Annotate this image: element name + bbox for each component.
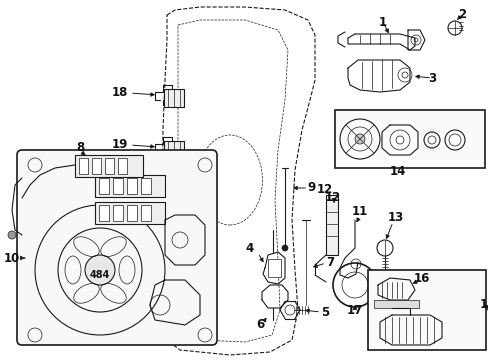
Text: 6: 6: [255, 319, 264, 332]
Circle shape: [8, 231, 16, 239]
Text: 2: 2: [457, 9, 465, 22]
Bar: [99, 205, 109, 221]
Bar: [141, 205, 151, 221]
Text: 18: 18: [112, 86, 128, 99]
Bar: [127, 178, 137, 194]
Text: 14: 14: [389, 166, 406, 179]
Bar: [118, 158, 127, 174]
Bar: [127, 205, 137, 221]
Bar: [75, 155, 142, 177]
Bar: [113, 178, 123, 194]
Text: 5: 5: [320, 306, 328, 319]
Bar: [95, 202, 164, 224]
Bar: [334, 110, 484, 168]
Text: 4: 4: [245, 242, 254, 255]
Circle shape: [354, 134, 364, 144]
Bar: [325, 195, 337, 255]
Bar: [95, 175, 164, 197]
Text: 16: 16: [413, 271, 429, 284]
Bar: [99, 178, 109, 194]
Bar: [163, 141, 183, 159]
Text: 12: 12: [316, 184, 332, 197]
Bar: [92, 158, 101, 174]
Text: 3: 3: [427, 72, 435, 85]
Text: 8: 8: [76, 141, 84, 154]
Bar: [267, 259, 281, 277]
Bar: [367, 270, 485, 350]
Text: 19: 19: [112, 139, 128, 152]
Circle shape: [282, 245, 287, 251]
Bar: [113, 205, 123, 221]
Text: 13: 13: [387, 211, 403, 225]
Text: 10: 10: [4, 252, 20, 265]
Bar: [105, 158, 114, 174]
Circle shape: [85, 255, 115, 285]
Bar: [79, 158, 88, 174]
Text: 15: 15: [479, 298, 488, 311]
Bar: [141, 178, 151, 194]
FancyBboxPatch shape: [17, 150, 217, 345]
Bar: [373, 300, 418, 308]
Text: 12: 12: [324, 192, 341, 204]
Text: 1: 1: [378, 15, 386, 28]
Text: 7: 7: [325, 256, 333, 269]
Text: 11: 11: [351, 206, 367, 219]
Text: 9: 9: [307, 181, 315, 194]
Bar: [163, 89, 183, 107]
Text: 17: 17: [346, 303, 363, 316]
Text: 484: 484: [90, 270, 110, 280]
